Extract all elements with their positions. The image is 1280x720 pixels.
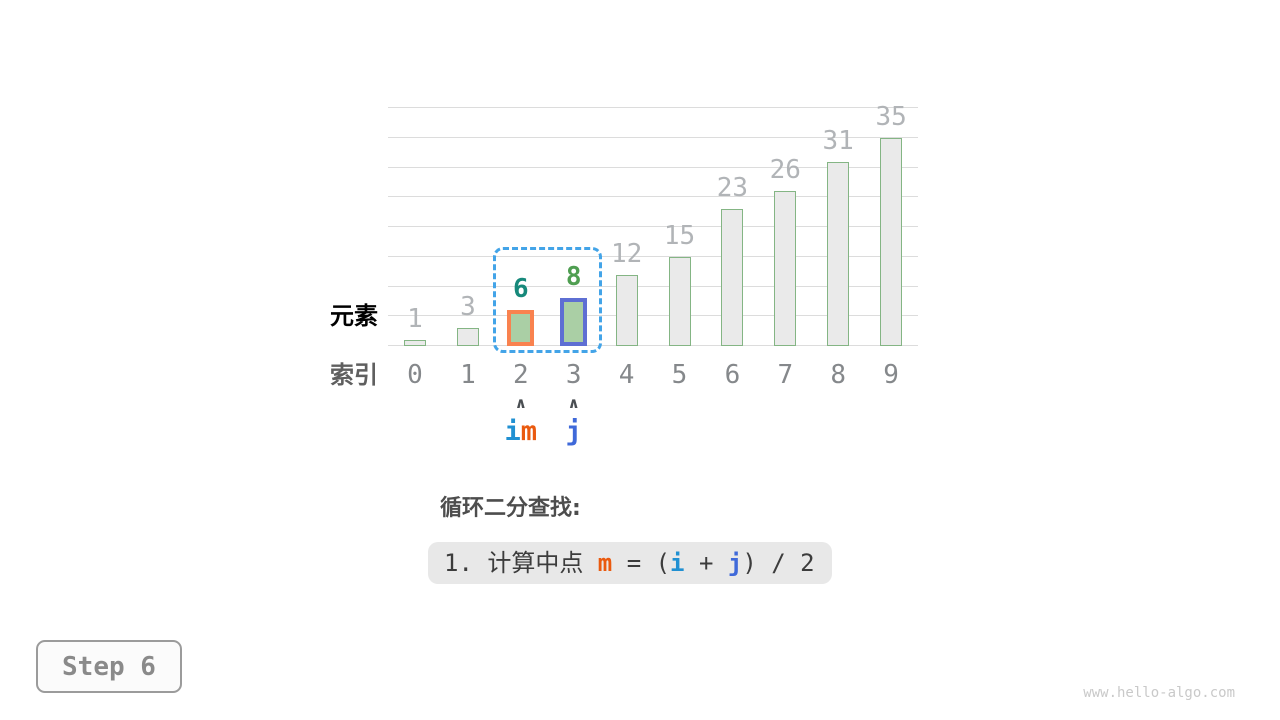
index-row: 0 1 2 3 4 5 6 7 8 9 (388, 361, 918, 393)
bar-0 (404, 340, 426, 346)
formula-segment-4: + (684, 549, 728, 577)
bar-1 (456, 328, 479, 346)
step-badge-label: Step 6 (62, 651, 156, 682)
index-label-3: 3 (565, 360, 582, 390)
bar-5 (668, 257, 691, 346)
gridline (388, 315, 918, 317)
index-label-9: 9 (883, 360, 899, 390)
bar-value-9: 35 (875, 102, 907, 132)
y-axis-label-element: 元素 (330, 302, 378, 330)
gridline (388, 345, 918, 346)
bar-7 (774, 191, 797, 346)
gridline (388, 107, 918, 108)
bar-6 (721, 209, 744, 346)
pointer-label-m: m (520, 416, 538, 447)
selection-box (492, 247, 602, 353)
bar-value-5: 15 (663, 221, 696, 251)
gridline (388, 196, 918, 198)
formula-segment-2: = ( (612, 549, 671, 577)
formula-segment-6: ) / 2 (742, 549, 815, 577)
bar-2 (507, 310, 535, 346)
bar-3 (560, 298, 588, 346)
pointer-label-j: j (565, 416, 582, 447)
bar-value-3: 8 (565, 262, 582, 292)
index-label-4: 4 (618, 360, 635, 390)
index-label-2: 2 (512, 360, 529, 390)
index-label-0: 0 (407, 360, 423, 390)
pointer-j: j (566, 418, 582, 445)
bar-value-4: 12 (610, 239, 643, 269)
formula-segment-5: j (727, 549, 743, 577)
formula-segment-3: i (670, 549, 685, 577)
bar-value-0: 1 (407, 304, 423, 334)
caret-up-icon-index-2: ∧ (514, 394, 527, 412)
caret-up-icon-index-3: ∧ (567, 394, 580, 412)
bar-value-8: 31 (822, 126, 854, 156)
index-label-1: 1 (460, 360, 476, 390)
gridline (388, 226, 918, 227)
bar-value-1: 3 (460, 292, 476, 322)
caption-title: 循环二分查找: (440, 496, 581, 521)
bar-value-2: 6 (512, 274, 529, 304)
formula-segment-0: 1. 计算中点 (444, 549, 598, 577)
gridline (388, 255, 918, 257)
formula-box: 1. 计算中点 m = (i + j) / 2 (428, 542, 832, 584)
bar-8 (827, 162, 850, 346)
x-axis-label-index: 索引 (330, 361, 378, 389)
bar-value-6: 23 (716, 173, 749, 203)
index-label-7: 7 (777, 360, 794, 390)
index-label-5: 5 (671, 360, 688, 390)
step-badge: Step 6 (36, 640, 182, 693)
bar-4 (615, 275, 638, 346)
gridline (388, 166, 918, 168)
watermark: www.hello-algo.com (1083, 685, 1235, 701)
plot-area: 1 3 6 8 12 15 23 26 31 35 (388, 104, 918, 353)
bar-9 (880, 138, 903, 346)
formula-segment-1: m (597, 549, 613, 577)
gridline (388, 136, 918, 138)
gridline (388, 285, 918, 287)
bar-value-7: 26 (769, 155, 801, 185)
pointer-label-i: i (504, 416, 521, 447)
index-label-6: 6 (724, 360, 741, 390)
index-label-8: 8 (830, 360, 847, 390)
